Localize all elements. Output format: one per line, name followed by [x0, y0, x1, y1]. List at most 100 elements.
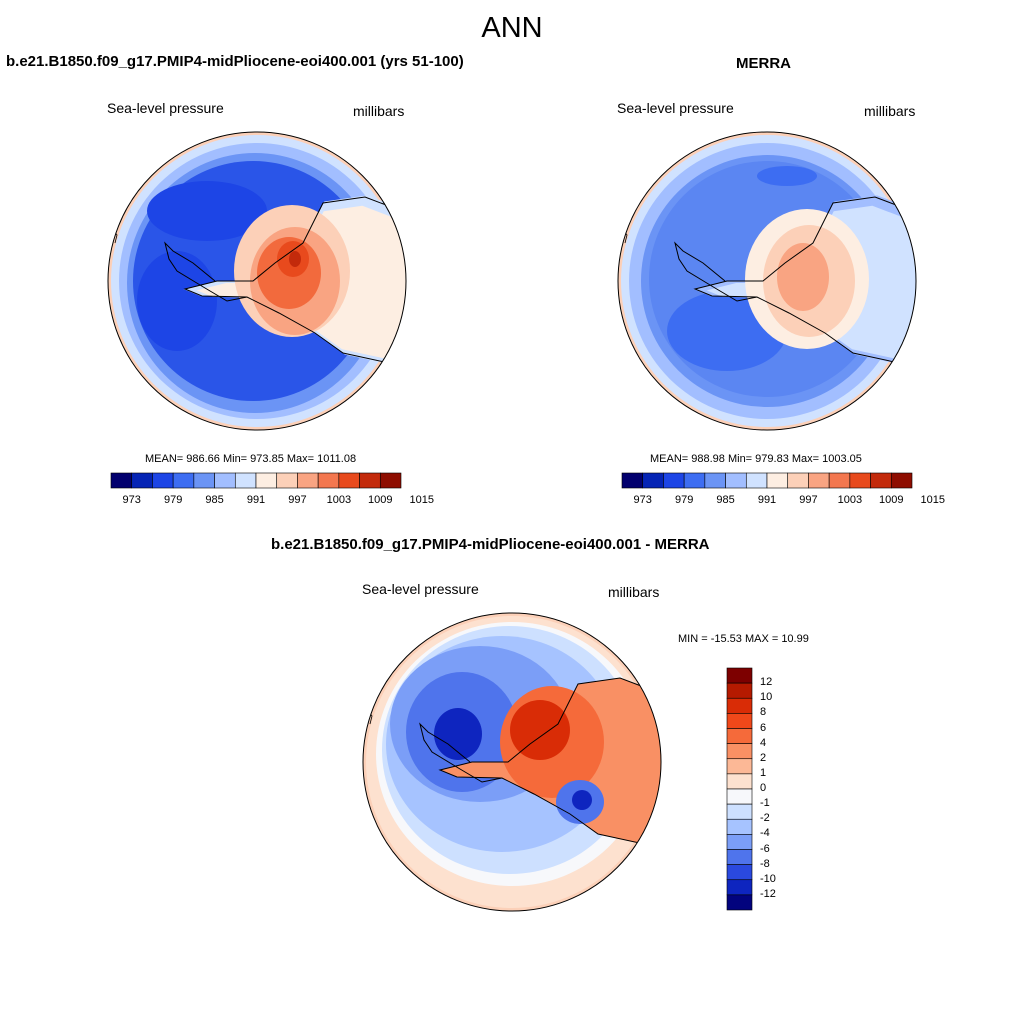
diff-colorbar-tick-label: -10	[760, 872, 776, 885]
pressure-contour-band	[434, 708, 482, 760]
obs-colorbar-swatch	[642, 472, 664, 489]
obs-colorbar-swatch	[870, 472, 892, 489]
peninsula-coastline	[419, 722, 503, 783]
obs-colorbar-tick-label: 1003	[837, 494, 863, 506]
obs-colorbar-swatch	[745, 472, 768, 489]
diff-colorbar-swatch	[726, 879, 753, 896]
model-colorbar-tick-label: 1009	[368, 494, 393, 506]
diff-colorbar-swatch	[726, 894, 753, 911]
obs-colorbar-swatch	[808, 472, 830, 489]
model-colorbar-swatch	[152, 472, 174, 489]
map-boundary	[362, 612, 662, 912]
figure-title: ANN	[481, 12, 543, 44]
diff-colorbar-swatch	[726, 834, 753, 850]
model-colorbar-swatch	[276, 472, 298, 489]
diff-stats: MIN = -15.53 MAX = 10.99	[678, 633, 809, 645]
land-pressure-band	[572, 790, 592, 810]
pressure-contour-band	[137, 251, 217, 351]
diff-colorbar-tick-label: -6	[760, 842, 770, 855]
diff-slp-map	[362, 612, 662, 912]
model-colorbar-swatch	[131, 472, 153, 489]
obs-variable-label: Sea-level pressure	[617, 100, 734, 116]
diff-colorbar-swatch	[726, 803, 753, 820]
model-colorbar-swatch	[255, 472, 278, 489]
diff-panel-title: b.e21.B1850.f09_g17.PMIP4-midPliocene-eo…	[271, 536, 710, 553]
diff-colorbar-tick-label: 12	[760, 676, 773, 689]
model-colorbar-swatch	[214, 472, 236, 489]
diff-colorbar	[726, 667, 753, 911]
model-colorbar	[110, 472, 402, 489]
pressure-contour-band	[757, 166, 817, 186]
diff-colorbar-tick-label: -4	[760, 827, 770, 840]
diff-colorbar-swatch	[726, 773, 753, 790]
model-colorbar-tick-label: 1015	[409, 494, 434, 506]
diff-colorbar-swatch	[726, 818, 753, 835]
obs-colorbar-swatch	[704, 472, 726, 489]
model-panel-title: b.e21.B1850.f09_g17.PMIP4-midPliocene-eo…	[6, 53, 464, 70]
map-boundary	[617, 131, 917, 431]
model-colorbar-swatch	[297, 472, 319, 489]
diff-colorbar-tick-label: 1	[760, 766, 767, 779]
diff-colorbar-tick-label: 2	[760, 751, 767, 764]
obs-colorbar-swatch	[766, 472, 789, 489]
diff-colorbar-swatch	[726, 758, 753, 775]
diff-colorbar-tick-label: 8	[760, 706, 767, 719]
model-slp-map	[107, 131, 407, 431]
map-boundary	[107, 131, 407, 431]
model-colorbar-tick-label: 997	[288, 494, 307, 506]
obs-colorbar-swatch	[683, 472, 706, 489]
diff-colorbar-swatch	[726, 728, 753, 744]
model-colorbar-swatch	[193, 472, 215, 489]
obs-colorbar-swatch	[828, 472, 851, 489]
model-colorbar-swatch	[172, 472, 195, 489]
diff-variable-label: Sea-level pressure	[362, 581, 479, 597]
model-colorbar-tick-label: 979	[163, 494, 183, 506]
land-pressure-band	[289, 251, 301, 267]
obs-colorbar	[621, 472, 913, 489]
model-colorbar-tick-label: 985	[205, 494, 224, 506]
diff-colorbar-swatch	[726, 697, 753, 714]
land-pressure-band	[510, 700, 570, 760]
peninsula-coastline	[164, 241, 248, 302]
pressure-contour-band	[147, 181, 267, 241]
obs-slp-map	[617, 131, 917, 431]
obs-colorbar-swatch	[621, 472, 644, 489]
obs-colorbar-tick-label: 997	[799, 494, 818, 506]
diff-colorbar-tick-label: -1	[760, 797, 770, 810]
model-colorbar-tick-label: 973	[122, 494, 141, 506]
antarctica-coastline	[693, 196, 916, 364]
diff-colorbar-tick-label: 4	[760, 736, 767, 749]
model-colorbar-swatch	[379, 472, 402, 489]
diff-colorbar-labels: 12 10 8 6 4 2 1 0 -1 -2 -4 -6 -8 -10 -12	[760, 668, 800, 910]
model-colorbar-labels: 973 979 985 991 997 1003 1009 1015	[111, 494, 434, 508]
diff-colorbar-swatch	[726, 849, 753, 865]
model-colorbar-swatch	[359, 472, 381, 489]
obs-colorbar-tick-label: 985	[716, 494, 735, 506]
model-units-label: millibars	[353, 103, 405, 119]
diff-colorbar-tick-label: 0	[760, 782, 767, 794]
model-stats: MEAN= 986.66 Min= 973.85 Max= 1011.08	[145, 453, 357, 465]
obs-colorbar-swatch	[890, 472, 913, 489]
obs-colorbar-tick-label: 991	[757, 494, 777, 506]
diff-colorbar-swatch	[726, 667, 753, 684]
obs-colorbar-swatch	[725, 472, 747, 489]
diff-colorbar-tick-label: -2	[760, 812, 770, 825]
obs-colorbar-swatch	[663, 472, 685, 489]
obs-panel-title: MERRA	[736, 55, 791, 72]
obs-stats: MEAN= 988.98 Min= 979.83 Max= 1003.05	[650, 453, 862, 465]
obs-colorbar-tick-label: 973	[633, 494, 652, 506]
model-colorbar-tick-label: 991	[246, 494, 266, 506]
model-colorbar-swatch	[338, 472, 360, 489]
obs-colorbar-swatch	[849, 472, 871, 489]
model-colorbar-swatch	[110, 472, 133, 489]
peninsula-coastline	[674, 241, 758, 302]
model-colorbar-swatch	[317, 472, 340, 489]
obs-units-label: millibars	[864, 103, 916, 119]
diff-colorbar-swatch	[726, 864, 753, 881]
diff-colorbar-swatch	[726, 743, 753, 760]
diff-units-label: millibars	[608, 584, 660, 600]
antarctica-coastline	[183, 196, 406, 364]
land-pressure-band	[777, 243, 829, 311]
diff-colorbar-tick-label: -8	[760, 857, 770, 870]
obs-colorbar-swatch	[787, 472, 809, 489]
